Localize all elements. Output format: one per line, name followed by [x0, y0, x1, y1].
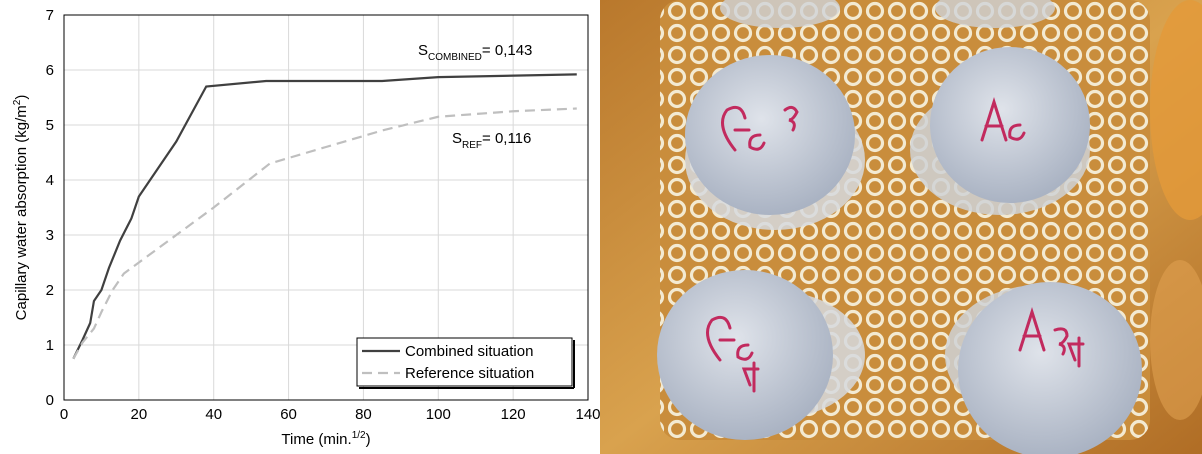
x-tick-label: 120: [501, 406, 526, 423]
xlabel-end: ): [366, 431, 371, 448]
annotation-text: = 0,116: [482, 130, 531, 147]
y-tick-label: 5: [46, 117, 54, 134]
x-tick-label: 0: [60, 406, 68, 423]
photo: [600, 0, 1202, 454]
y-tick-label: 6: [46, 62, 54, 79]
y-tick-label: 2: [46, 282, 54, 299]
annotation: SCOMBINED= 0,143: [418, 42, 532, 63]
xlabel-sup: 1/2: [352, 430, 366, 441]
x-tick-label: 20: [131, 406, 148, 423]
x-tick-label: 40: [205, 406, 222, 423]
page: {"chart_data": { "type": "line", "xlabel…: [0, 0, 1202, 454]
x-tick-label: 60: [280, 406, 297, 423]
x-tick-label: 140: [575, 406, 600, 423]
annotation-base: S: [452, 130, 462, 147]
ylabel-end: ): [13, 95, 30, 100]
x-tick-label: 100: [426, 406, 451, 423]
annotation-sub: COMBINED: [428, 52, 482, 63]
data-line: [73, 74, 576, 358]
annotation: SREF= 0,116: [452, 130, 531, 151]
y-tick-label: 3: [46, 227, 54, 244]
ylabel-text: Capillary water absorption (kg/m: [13, 105, 30, 320]
y-tick-label: 7: [46, 7, 54, 24]
annotation-sub: REF: [462, 140, 482, 151]
y-tick-label: 4: [46, 172, 54, 189]
legend-label: Combined situation: [405, 343, 533, 360]
y-tick-label: 0: [46, 392, 54, 409]
legend-label: Reference situation: [405, 365, 534, 382]
y-tick-label: 1: [46, 337, 54, 354]
ylabel: Capillary water absorption (kg/m2): [12, 95, 30, 321]
chart: 0 20 40 60 80 100 120 140 0 1 2 3 4 5 6 7 Time (min.1/2)…: [0, 0, 600, 454]
xlabel-text: Time (min.: [281, 431, 351, 448]
annotation-text: = 0,143: [482, 42, 532, 59]
annotation-base: S: [418, 42, 428, 59]
x-tick-label: 80: [355, 406, 372, 423]
xlabel: Time (min.1/2): [281, 430, 370, 448]
